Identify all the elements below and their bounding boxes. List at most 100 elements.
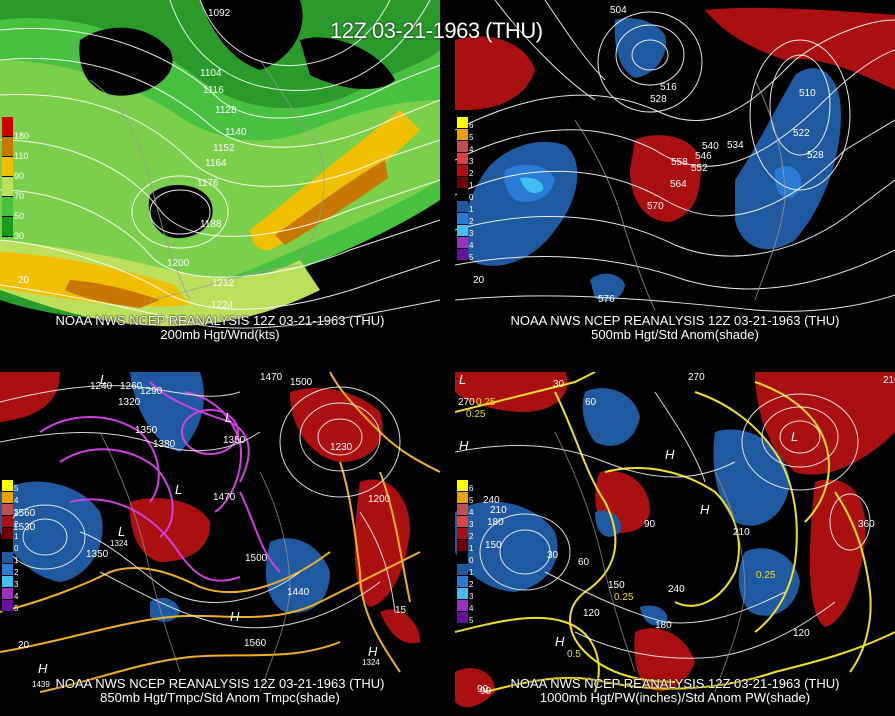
contour-label: 180 [655, 620, 672, 631]
contour-label: 1560 [13, 508, 36, 519]
contour-label: 1140 [225, 127, 247, 138]
contour-label: 60 [578, 557, 590, 568]
legend-value: 4 [469, 508, 474, 517]
contour-label: 0.25 [756, 570, 776, 581]
legend-value: 1 [469, 181, 474, 190]
high-pressure-mark: H [555, 634, 565, 649]
contour-label: 1324 [362, 658, 380, 667]
contour-label: 150 [608, 580, 625, 591]
legend-swatch [457, 576, 468, 588]
legend-labels-850mb: 5 4 3 2 1 0 1 2 3 4 5 [14, 483, 18, 615]
legend-swatch [2, 504, 13, 516]
legend-swatch [457, 528, 468, 540]
legend-value: 2 [14, 520, 19, 529]
contour-label: 1380 [153, 439, 176, 450]
contour-label: 1152 [213, 143, 235, 154]
contour-label: 120 [583, 608, 600, 619]
contour-label: 1224 [211, 300, 234, 311]
legend-value: 3 [469, 520, 474, 529]
contour-label: 504 [610, 5, 627, 16]
legend-value: 1 [469, 544, 474, 553]
legend-swatch [2, 480, 13, 492]
legend-swatch [2, 492, 13, 504]
contour-label: 528 [807, 150, 824, 161]
legend-value: 0 [14, 544, 19, 553]
panel-caption-line2: 1000mb Hgt/PW(inches)/Std Anom PW(shade) [539, 690, 811, 705]
legend-value: 2 [469, 580, 474, 589]
map-850mb [0, 372, 440, 716]
legend-swatch [457, 177, 468, 189]
low-pressure-mark: L [225, 410, 233, 425]
panel-caption-line1: NOAA NWS NCEP REANALYSIS 12Z 03-21-1963 … [510, 676, 840, 691]
page-title: 12Z 03-21-1963 (THU) [330, 18, 543, 43]
high-pressure-mark: H [230, 609, 240, 624]
legend-value: 70 [14, 191, 25, 201]
contour-label: 1560 [244, 638, 267, 649]
legend-value: 5 [469, 253, 474, 262]
contour-label: 510 [799, 88, 816, 99]
contour-label: 1104 [200, 68, 222, 79]
low-pressure-mark: L [791, 429, 799, 444]
legend-value: 1 [469, 205, 474, 214]
legend-swatch [2, 516, 13, 528]
contour-label: 210 [733, 527, 750, 538]
legend-swatch [457, 564, 468, 576]
legend-swatch [457, 516, 468, 528]
map-1000mb [455, 372, 895, 716]
legend-value: 5 [469, 616, 474, 625]
contour-label: 1164 [205, 158, 227, 169]
contour-label: 564 [670, 179, 687, 190]
legend-swatch [457, 225, 468, 237]
contour-label: 90 [644, 519, 656, 530]
legend-value: 5 [14, 604, 19, 613]
legend-value: 4 [469, 604, 474, 613]
contour-label: 1320 [118, 397, 141, 408]
legend-swatch [457, 552, 468, 564]
contour-label: 1200 [167, 258, 190, 269]
contour-label: 1290 [140, 386, 163, 397]
contour-label: 1240 [90, 381, 113, 392]
contour-label: 1350 [135, 425, 158, 436]
legend-swatch [2, 197, 13, 217]
contour-label: 546 [695, 151, 712, 162]
low-pressure-mark: L [459, 372, 467, 387]
contour-label: 516 [660, 82, 677, 93]
legend-value: 0 [469, 556, 474, 565]
high-pressure-mark: H [459, 438, 469, 453]
contour-label: 1200 [368, 494, 391, 505]
legend-swatch [2, 588, 13, 600]
legend-value: 6 [469, 121, 474, 130]
legend-swatch [457, 540, 468, 552]
legend-200mb [2, 117, 13, 237]
contour-label: 540 [702, 141, 719, 152]
contour-label: 1188 [200, 219, 222, 230]
corner-label: 20 [18, 640, 30, 651]
corner-label: 20 [18, 275, 30, 286]
contour-label: 270 [688, 372, 705, 383]
legend-swatch [457, 504, 468, 516]
contour-label: 15 [395, 605, 407, 616]
legend-value: 90 [14, 171, 25, 181]
contour-label: 270 [458, 397, 475, 408]
legend-value: 2 [469, 169, 474, 178]
low-pressure-mark: L [100, 372, 108, 387]
contour-label: 0.25 [476, 397, 496, 408]
contour-label: 1128 [215, 105, 237, 116]
contour-label: 240 [668, 584, 685, 595]
legend-swatch [2, 564, 13, 576]
contour-label: 1260 [120, 381, 143, 392]
contour-label: 1230 [330, 442, 353, 453]
legend-value: 5 [469, 133, 474, 142]
contour-label: 1092 [208, 8, 231, 19]
legend-value: 3 [469, 592, 474, 601]
contour-label: 240 [483, 495, 500, 506]
panel-caption-line1: NOAA NWS NCEP REANALYSIS 12Z 03-21-1963 … [55, 313, 385, 328]
legend-swatch [457, 249, 468, 261]
panel-850mb: 5 4 3 2 1 0 1 2 3 4 5 20 1470 1500 1290 … [0, 372, 440, 716]
legend-value: 180 [14, 131, 30, 141]
legend-value: 3 [14, 580, 19, 589]
legend-labels-500mb: 6 5 4 3 2 1 0 1 2 3 4 5 [469, 120, 473, 264]
legend-swatch [457, 612, 468, 624]
high-pressure-mark: H [368, 644, 378, 659]
legend-swatch [2, 528, 13, 540]
